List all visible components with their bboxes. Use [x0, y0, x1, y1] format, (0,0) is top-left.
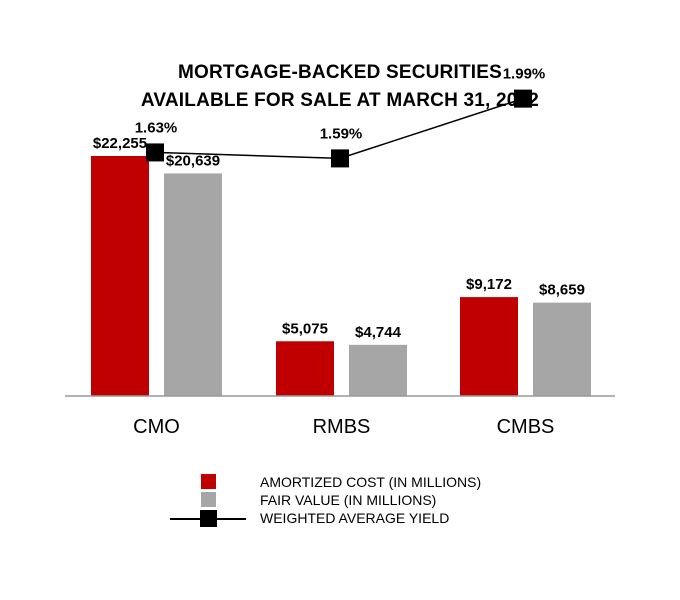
- data-label-amortized-cost-cmbs: $9,172: [466, 276, 512, 293]
- bar-fair-value-rmbs: [349, 344, 407, 396]
- chart-title-line-2: AVAILABLE FOR SALE AT MARCH 31, 2022: [140, 90, 540, 111]
- data-label-amortized-cost-cmo: $22,255: [93, 135, 147, 152]
- legend-swatch-fair-value: [201, 492, 216, 507]
- x-tick-label-rmbs: RMBS: [313, 416, 371, 438]
- yield-label-cmbs: 1.99%: [503, 66, 546, 83]
- yield-label-cmo: 1.63%: [135, 119, 178, 136]
- legend-label-fair-value: FAIR VALUE (IN MILLIONS): [260, 492, 437, 508]
- bar-fair-value-cmo: [164, 173, 222, 396]
- bar-amortized-cost-cmbs: [460, 297, 518, 396]
- x-tick-label-cmo: CMO: [133, 416, 180, 438]
- bar-amortized-cost-rmbs: [276, 341, 334, 396]
- yield-marker-cmbs: [514, 89, 532, 108]
- x-tick-label-cmbs: CMBS: [497, 416, 555, 438]
- data-label-fair-value-cmbs: $8,659: [539, 282, 585, 299]
- legend-label-amortized-cost: AMORTIZED COST (IN MILLIONS): [260, 474, 482, 490]
- chart-title-line-1: MORTGAGE-BACKED SECURITIES: [178, 62, 502, 83]
- legend-swatch-amortized-cost: [201, 474, 216, 489]
- yield-label-rmbs: 1.59%: [320, 125, 363, 142]
- data-label-fair-value-cmo: $20,639: [166, 152, 220, 169]
- bar-fair-value-cmbs: [533, 302, 591, 396]
- yield-marker-rmbs: [331, 149, 349, 168]
- legend-label-weighted-average-yield: WEIGHTED AVERAGE YIELD: [260, 510, 450, 526]
- data-label-amortized-cost-rmbs: $5,075: [282, 320, 328, 337]
- legend-marker-weighted-average-yield: [200, 510, 217, 527]
- yield-marker-cmo: [146, 143, 164, 162]
- bar-amortized-cost-cmo: [91, 156, 149, 396]
- data-label-fair-value-rmbs: $4,744: [355, 324, 402, 341]
